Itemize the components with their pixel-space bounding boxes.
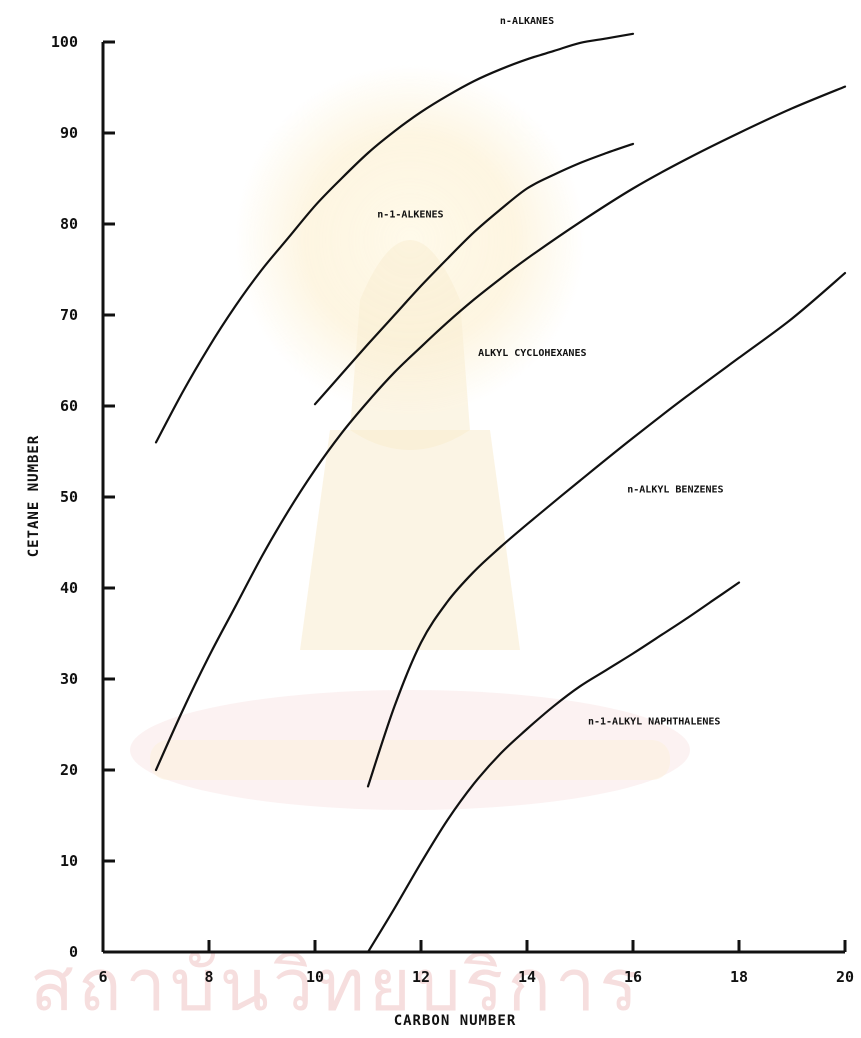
- y-tick-label: 90: [60, 124, 78, 142]
- x-axis-title: CARBON NUMBER: [394, 1013, 517, 1029]
- y-tick-label: 50: [60, 488, 78, 506]
- x-tick-label: 6: [98, 968, 107, 986]
- x-tick-label: 8: [204, 968, 213, 986]
- series-label: n-1-ALKENES: [377, 210, 443, 221]
- y-tick-label: 30: [60, 670, 78, 688]
- x-axis-ticks: 6 8 10 12 14 16 18 20: [98, 940, 854, 986]
- y-tick-label: 100: [51, 33, 78, 51]
- x-tick-label: 16: [624, 968, 642, 986]
- y-axis-title: CETANE NUMBER: [26, 435, 42, 558]
- x-tick-label: 10: [306, 968, 324, 986]
- series-labels: n-ALKANES n-1-ALKENES ALKYL CYCLOHEXANES n-…: [377, 16, 723, 728]
- series-line-n-1-alkenes: [313, 142, 635, 406]
- x-tick-label: 20: [836, 968, 854, 986]
- watermark-text: สถาบันวิทยบริการ: [30, 943, 642, 1027]
- series-lines: [154, 32, 847, 954]
- series-line-alkyl-cyclohexanes: [154, 85, 847, 772]
- watermark-emblem: [130, 65, 690, 810]
- y-tick-label: 20: [60, 761, 78, 779]
- y-tick-label: 40: [60, 579, 78, 597]
- y-tick-label: 0: [69, 943, 78, 961]
- x-tick-label: 12: [412, 968, 430, 986]
- y-tick-label: 10: [60, 852, 78, 870]
- series-label: n-ALKYL BENZENES: [627, 484, 723, 495]
- y-tick-label: 60: [60, 397, 78, 415]
- series-line-n-alkyl-benzenes: [366, 272, 847, 788]
- y-axis-ticks: 0 10 20 30 40 50 60 70 80 90 100: [51, 33, 115, 961]
- series-label: ALKYL CYCLOHEXANES: [478, 348, 586, 359]
- x-tick-label: 18: [730, 968, 748, 986]
- series-line-n-alkanes: [154, 32, 635, 444]
- x-tick-label: 14: [518, 968, 536, 986]
- series-label: n-ALKANES: [500, 16, 554, 27]
- y-tick-label: 70: [60, 306, 78, 324]
- series-line-n-1-alkyl-naphthalenes: [366, 581, 741, 954]
- y-tick-label: 80: [60, 215, 78, 233]
- series-label: n-1-ALKYL NAPHTHALENES: [588, 717, 720, 728]
